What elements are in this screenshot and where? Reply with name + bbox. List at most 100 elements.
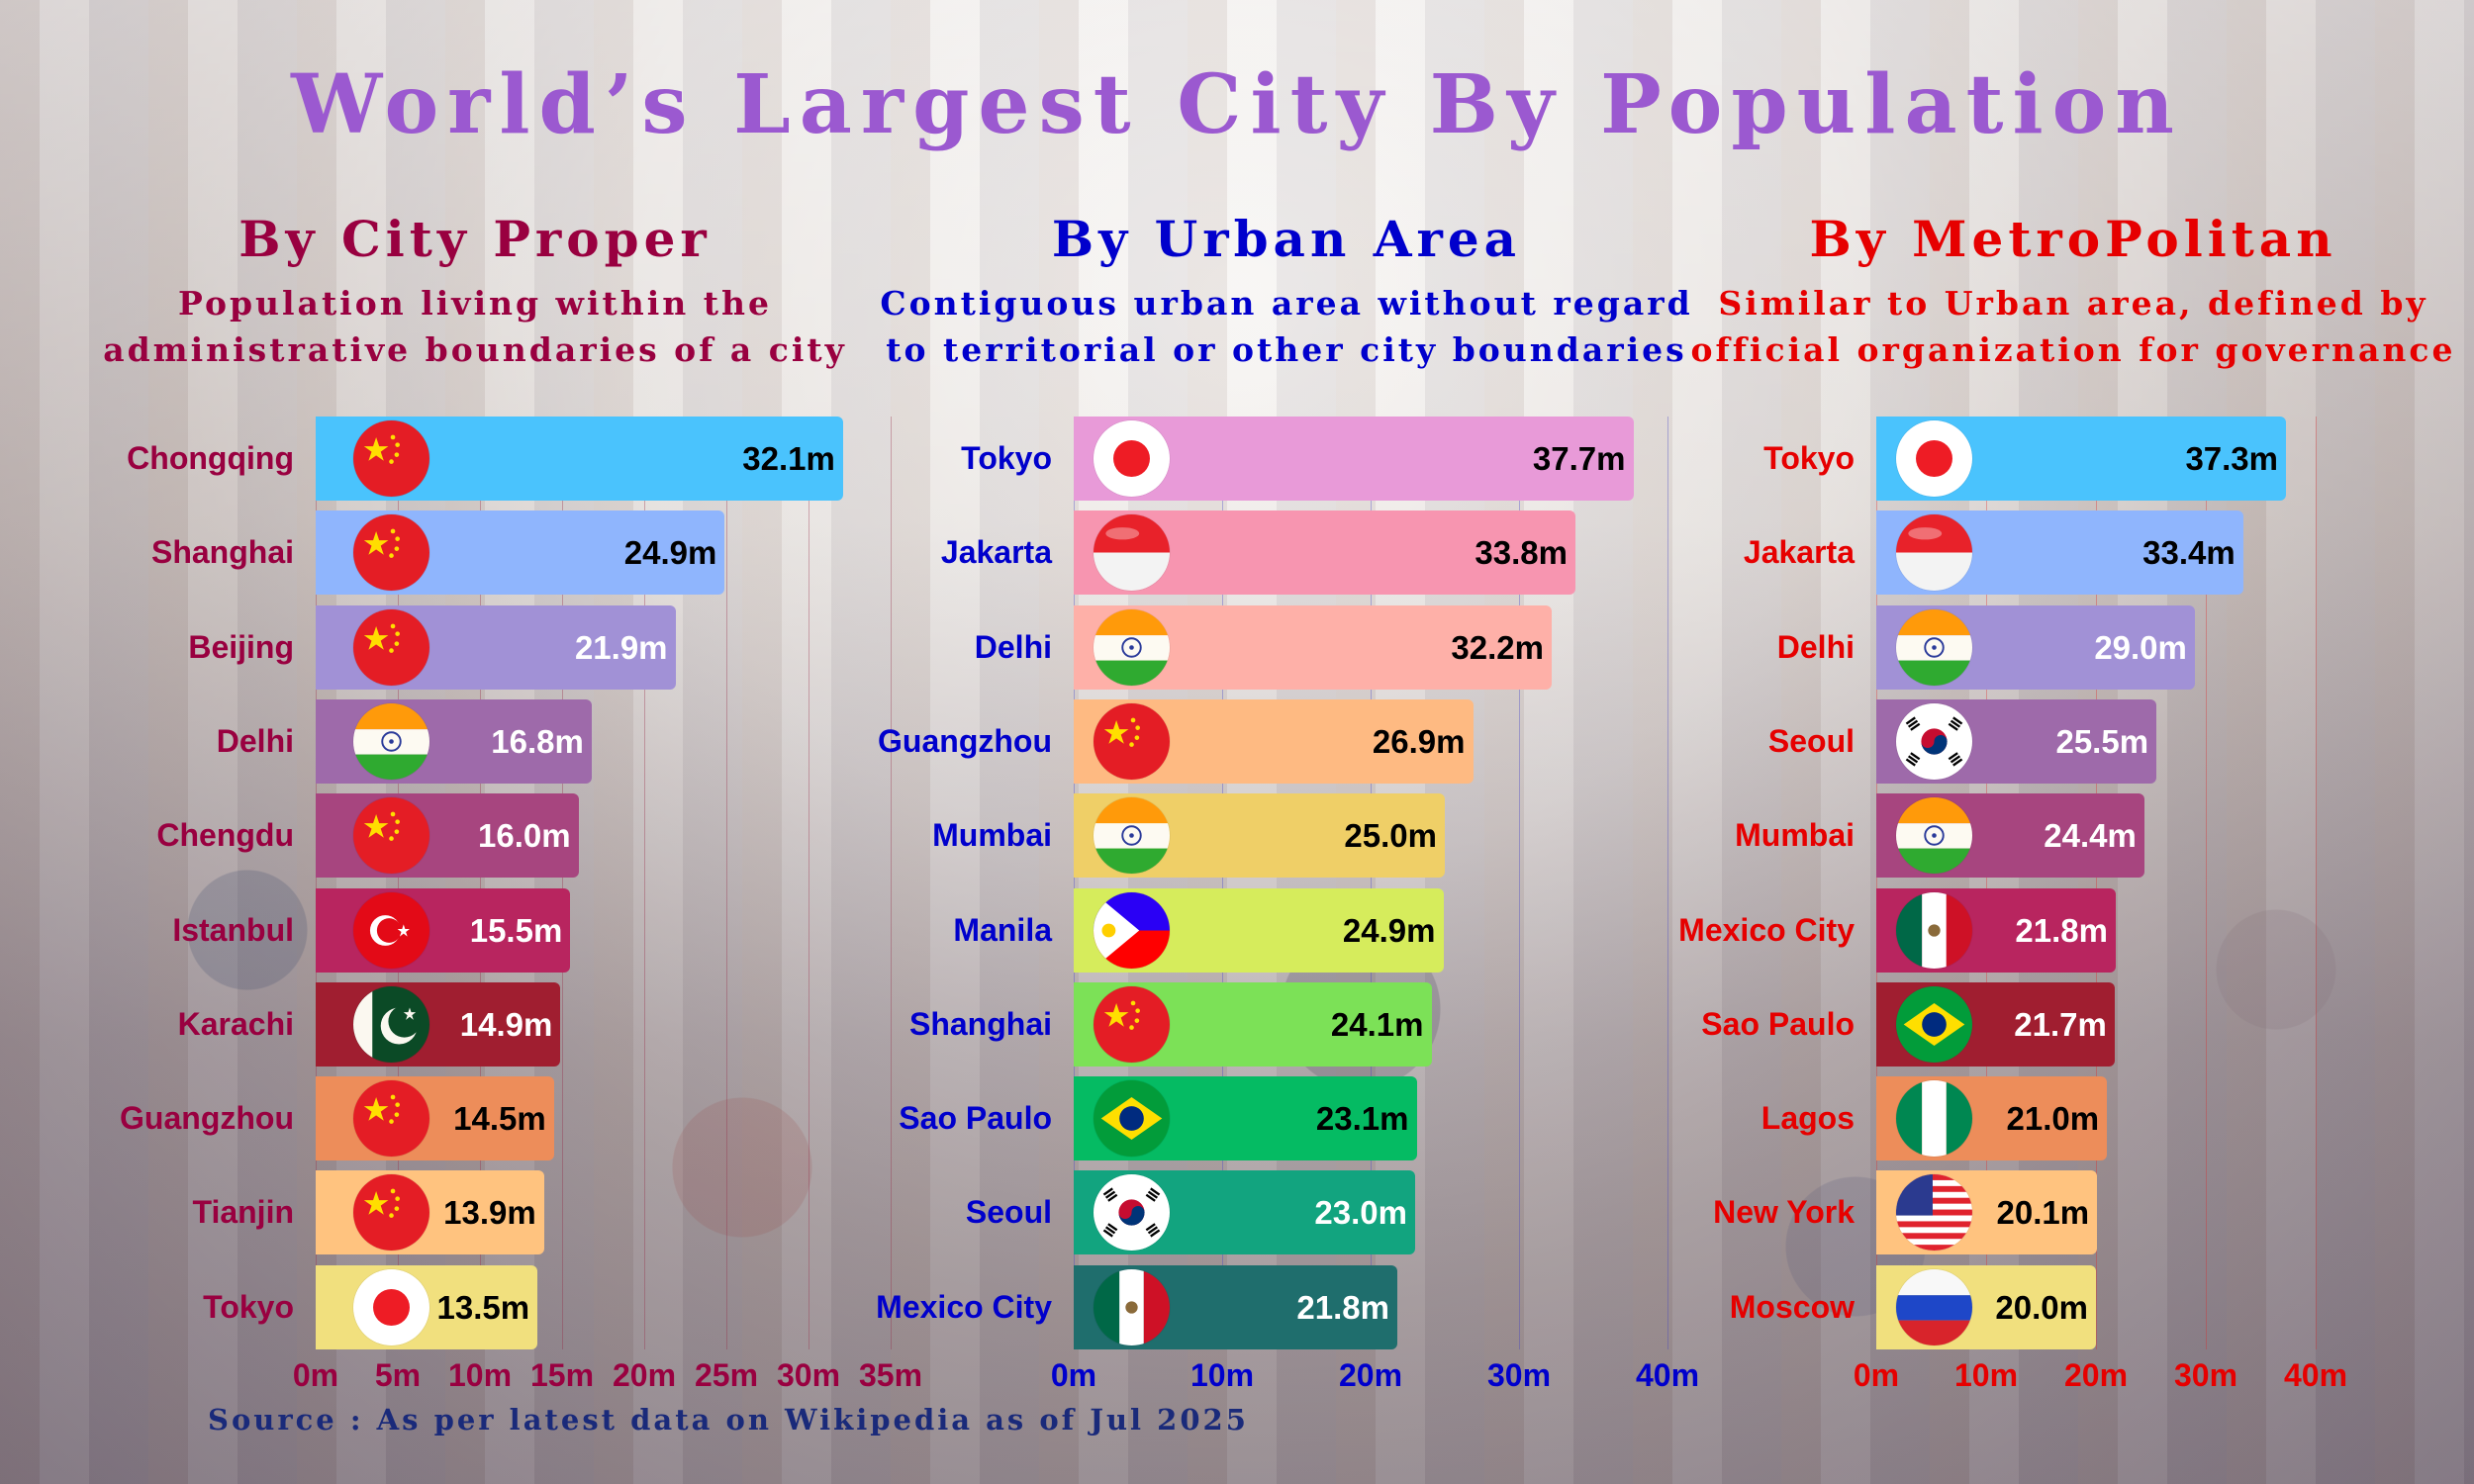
city-label: Guangzhou — [878, 722, 1052, 759]
gridline — [398, 417, 399, 1349]
population-value: 33.8m — [1475, 534, 1568, 572]
population-bar: 20.0m — [1876, 1264, 2096, 1349]
city-label: Manila — [953, 911, 1052, 948]
population-value: 24.9m — [1342, 911, 1436, 949]
city-label: New York — [1713, 1194, 1855, 1231]
section-desc-line2: to territorial or other city boundaries — [886, 330, 1687, 369]
section-desc-line1: Contiguous urban area without regard — [880, 284, 1693, 323]
population-value: 21.7m — [2014, 1005, 2107, 1043]
pakistan-flag-icon — [353, 985, 429, 1063]
section-heading: By City Proper — [238, 210, 712, 268]
population-bar: 37.3m — [1876, 417, 2287, 501]
city-label: Tokyo — [1763, 440, 1855, 476]
population-bar: 16.0m — [316, 793, 579, 879]
population-value: 15.5m — [469, 911, 563, 949]
population-bar: 32.2m — [1074, 604, 1552, 690]
brazil-flag-icon — [1896, 985, 1972, 1063]
population-value: 24.9m — [623, 534, 717, 572]
gridline — [2316, 417, 2317, 1349]
page-title: World’s Largest City By Population — [291, 57, 2183, 152]
city-label: Chongqing — [127, 440, 294, 476]
india-flag-icon — [1094, 797, 1170, 875]
mexico-flag-icon — [1896, 891, 1972, 969]
city-label: Delhi — [216, 722, 294, 759]
x-axis-tick-label: 10m — [1189, 1357, 1255, 1393]
city-label: Delhi — [974, 628, 1052, 665]
x-axis-tick-label: 40m — [2283, 1357, 2348, 1393]
x-axis-tick-label: 0m — [1853, 1357, 1900, 1393]
gridline — [891, 417, 892, 1349]
population-bar: 32.1m — [316, 417, 843, 501]
population-bar: 24.1m — [1074, 981, 1432, 1067]
city-label: Seoul — [965, 1194, 1052, 1231]
china-flag-icon — [353, 1080, 429, 1158]
population-bar: 21.8m — [1876, 887, 2116, 973]
population-value: 21.0m — [2006, 1100, 2100, 1138]
city-label: Sao Paulo — [899, 1100, 1052, 1137]
china-flag-icon — [353, 514, 429, 592]
population-bar: 23.1m — [1074, 1076, 1417, 1161]
section-desc-line2: official organization for governance — [1690, 330, 2456, 369]
japan-flag-icon — [1094, 420, 1170, 497]
population-value: 29.0m — [2094, 628, 2187, 666]
gridline — [1074, 417, 1075, 1349]
population-value: 37.7m — [1532, 440, 1626, 477]
brazil-flag-icon — [1094, 1080, 1170, 1158]
x-axis-tick-label: 25m — [694, 1357, 759, 1393]
population-bar: 13.5m — [316, 1264, 538, 1349]
x-axis-tick-label: 20m — [2063, 1357, 2129, 1393]
population-value: 33.4m — [2142, 534, 2236, 572]
section-metropolitan-header: By MetroPolitan Similar to Urban area, d… — [1682, 210, 2464, 373]
gridline — [1371, 417, 1372, 1349]
indonesia-flag-icon — [1896, 514, 1972, 592]
x-axis-tick-label: 30m — [2173, 1357, 2238, 1393]
city-label: Moscow — [1729, 1288, 1855, 1325]
city-label: Mexico City — [1678, 911, 1855, 948]
population-value: 13.9m — [443, 1194, 536, 1232]
population-bar: 20.1m — [1876, 1170, 2098, 1255]
population-value: 14.9m — [459, 1005, 553, 1043]
population-value: 20.0m — [1995, 1288, 2088, 1326]
population-bar: 33.4m — [1876, 510, 2243, 596]
china-flag-icon — [353, 608, 429, 686]
population-bar: 21.8m — [1074, 1264, 1397, 1349]
x-axis-tick-label: 20m — [1338, 1357, 1403, 1393]
population-value: 24.4m — [2044, 817, 2137, 855]
mexico-flag-icon — [1094, 1268, 1170, 1345]
population-bar: 26.9m — [1074, 698, 1474, 784]
gridline — [562, 417, 563, 1349]
population-bar: 13.9m — [316, 1170, 544, 1255]
gridline — [2206, 417, 2207, 1349]
population-bar: 16.8m — [316, 698, 592, 784]
population-bar: 14.9m — [316, 981, 561, 1067]
section-desc-line2: administrative boundaries of a city — [103, 330, 847, 369]
population-bar: 23.0m — [1074, 1170, 1415, 1255]
population-bar: 14.5m — [316, 1076, 554, 1161]
city-label: Shanghai — [150, 534, 294, 571]
population-bar: 21.9m — [316, 604, 676, 690]
population-value: 20.1m — [1996, 1194, 2090, 1232]
population-bar: 24.9m — [1074, 887, 1444, 973]
x-axis-tick-label: 5m — [374, 1357, 422, 1393]
city-label: Tianjin — [192, 1194, 294, 1231]
city-label: Sao Paulo — [1701, 1005, 1855, 1042]
city-label: Chengdu — [156, 817, 294, 854]
x-axis-tick-label: 0m — [1050, 1357, 1097, 1393]
population-value: 14.5m — [453, 1100, 546, 1138]
city-label: Seoul — [1767, 722, 1855, 759]
city-label: Tokyo — [961, 440, 1052, 476]
x-axis-tick-label: 10m — [447, 1357, 513, 1393]
population-value: 25.0m — [1344, 817, 1437, 855]
population-bar: 25.5m — [1876, 698, 2157, 784]
gridline — [1667, 417, 1668, 1349]
population-bar: 24.9m — [316, 510, 725, 596]
philippines-flag-icon — [1094, 891, 1170, 969]
population-value: 21.9m — [574, 628, 668, 666]
gridline — [2096, 417, 2097, 1349]
city-label: Mumbai — [932, 817, 1052, 854]
india-flag-icon — [1896, 797, 1972, 875]
japan-flag-icon — [1896, 420, 1972, 497]
population-bar: 15.5m — [316, 887, 571, 973]
south-korea-flag-icon — [1896, 702, 1972, 780]
gridline — [644, 417, 645, 1349]
